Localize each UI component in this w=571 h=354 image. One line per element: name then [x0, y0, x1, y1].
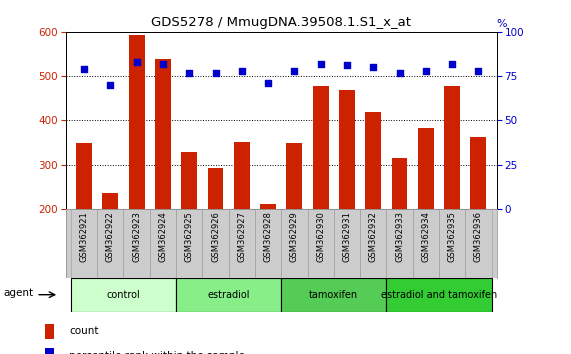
Bar: [260, 205, 276, 209]
Text: GSM362932: GSM362932: [369, 211, 378, 262]
Point: [106, 82, 115, 88]
Text: GSM362928: GSM362928: [264, 211, 272, 262]
Bar: [155, 59, 171, 209]
Bar: [71, 278, 176, 312]
Bar: [313, 86, 328, 209]
Bar: [287, 143, 302, 209]
Text: agent: agent: [3, 288, 34, 298]
Bar: [387, 278, 492, 312]
Point: [290, 68, 299, 74]
Text: GSM362924: GSM362924: [158, 211, 167, 262]
Bar: [444, 86, 460, 209]
Bar: [339, 90, 355, 209]
Point: [343, 63, 352, 68]
Text: control: control: [107, 290, 140, 300]
Text: GSM362930: GSM362930: [316, 211, 325, 262]
Point: [132, 59, 141, 65]
Bar: [334, 209, 360, 278]
Text: GSM362927: GSM362927: [238, 211, 246, 262]
Bar: [208, 168, 223, 209]
Bar: [128, 35, 144, 209]
Text: count: count: [69, 326, 99, 337]
Bar: [102, 193, 118, 209]
Bar: [471, 137, 486, 209]
Bar: [150, 209, 176, 278]
Text: GSM362923: GSM362923: [132, 211, 141, 262]
Bar: [182, 152, 197, 209]
Bar: [365, 112, 381, 209]
Point: [369, 64, 378, 70]
Text: estradiol: estradiol: [207, 290, 250, 300]
Bar: [392, 158, 407, 209]
Point: [395, 70, 404, 75]
Bar: [228, 209, 255, 278]
Point: [158, 61, 167, 67]
Bar: [45, 324, 54, 339]
Text: GSM362931: GSM362931: [343, 211, 351, 262]
Bar: [176, 209, 202, 278]
Text: GSM362922: GSM362922: [106, 211, 115, 262]
Point: [448, 61, 457, 67]
Text: GSM362926: GSM362926: [211, 211, 220, 262]
Point: [474, 68, 483, 74]
Text: GSM362925: GSM362925: [184, 211, 194, 262]
Point: [184, 70, 194, 75]
Text: GSM362934: GSM362934: [421, 211, 431, 262]
Bar: [413, 209, 439, 278]
Text: GSM362929: GSM362929: [290, 211, 299, 262]
Bar: [281, 278, 387, 312]
Point: [79, 66, 89, 72]
Point: [316, 61, 325, 67]
Text: GSM362933: GSM362933: [395, 211, 404, 262]
Bar: [418, 129, 434, 209]
Point: [237, 68, 246, 74]
Text: percentile rank within the sample: percentile rank within the sample: [69, 351, 245, 354]
Bar: [45, 348, 54, 354]
Text: tamoxifen: tamoxifen: [309, 290, 359, 300]
Bar: [308, 209, 334, 278]
Point: [421, 68, 431, 74]
Text: %: %: [497, 19, 508, 29]
Text: GSM362936: GSM362936: [474, 211, 483, 262]
Text: GSM362935: GSM362935: [448, 211, 457, 262]
Text: GSM362921: GSM362921: [79, 211, 89, 262]
Bar: [123, 209, 150, 278]
Bar: [439, 209, 465, 278]
Bar: [387, 209, 413, 278]
Bar: [281, 209, 308, 278]
Bar: [360, 209, 387, 278]
Bar: [202, 209, 228, 278]
Bar: [176, 278, 281, 312]
Point: [263, 80, 272, 86]
Bar: [465, 209, 492, 278]
Bar: [97, 209, 123, 278]
Title: GDS5278 / MmugDNA.39508.1.S1_x_at: GDS5278 / MmugDNA.39508.1.S1_x_at: [151, 16, 411, 29]
Text: estradiol and tamoxifen: estradiol and tamoxifen: [381, 290, 497, 300]
Bar: [76, 143, 92, 209]
Bar: [234, 143, 250, 209]
Bar: [71, 209, 97, 278]
Point: [211, 70, 220, 75]
Bar: [255, 209, 282, 278]
